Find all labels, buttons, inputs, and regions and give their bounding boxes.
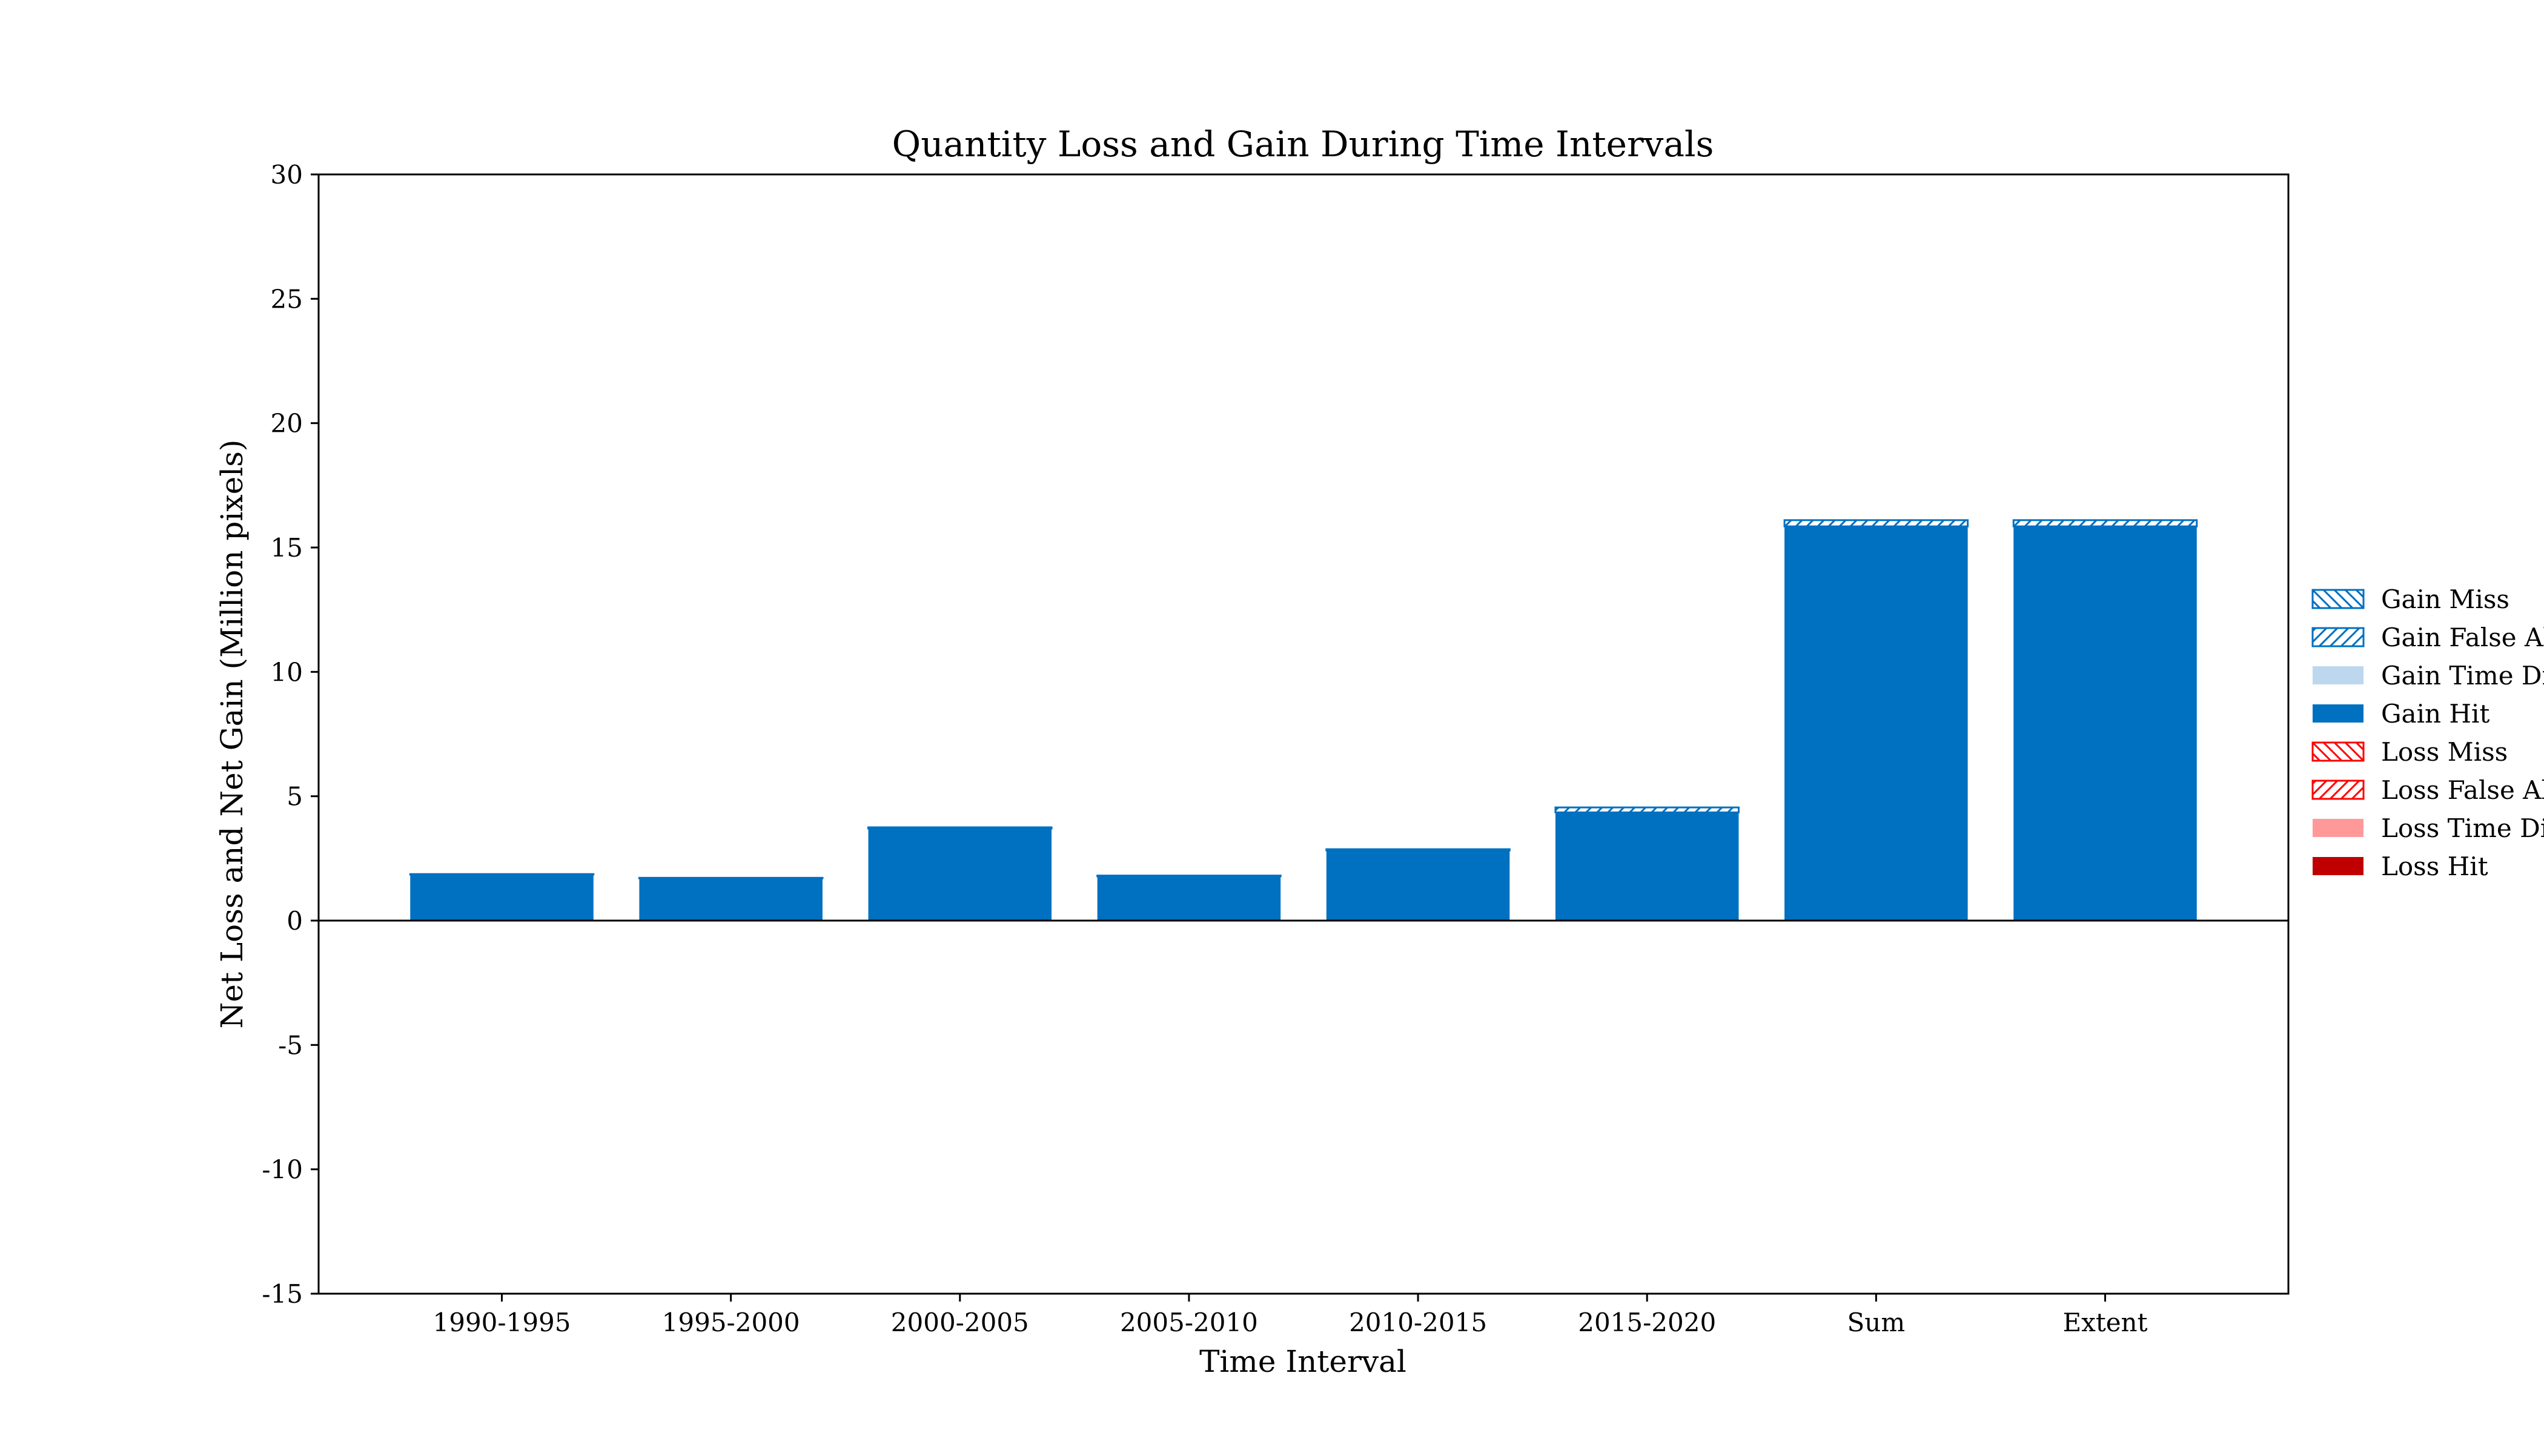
bar-gain-hit-sum: [1784, 526, 1968, 921]
x-tick-label-2000-2005: 2000-2005: [891, 1308, 1029, 1337]
bar-gain-hit-1995-2000: [639, 878, 823, 921]
legend-label-loss-time-difference: Loss Time Difference: [2381, 813, 2544, 843]
bar-gain-false-alarm-sum: [1783, 519, 1969, 528]
bar-gain-hit-2000-2005: [868, 829, 1052, 921]
bar-gain-false-alarm-extent: [2012, 519, 2198, 528]
x-tick-label-1990-1995: 1990-1995: [433, 1308, 571, 1337]
x-tick-label-2005-2010: 2005-2010: [1120, 1308, 1258, 1337]
y-tick-label-10: -10: [262, 1155, 303, 1185]
y-tick-label-0: 0: [287, 906, 303, 936]
bar-gain-false-alarm-1990-1995: [409, 873, 595, 876]
legend-label-gain-miss: Gain Miss: [2381, 584, 2509, 614]
legend-label-loss-false-alarm: Loss False Alarm: [2381, 775, 2544, 805]
legend-swatch-loss-time-difference: [2313, 819, 2363, 837]
y-axis-label: Net Loss and Net Gain (Million pixels): [214, 440, 250, 1029]
legend-label-gain-false-alarm: Gain False Alarm: [2381, 623, 2544, 652]
legend: Gain Miss Gain False Alarm Gain Time Diffe…: [2311, 584, 2544, 881]
y-tick-label-20: 20: [271, 409, 303, 438]
x-tick-label-1995-2000: 1995-2000: [662, 1308, 800, 1337]
bar-gain-hit-1990-1995: [410, 875, 594, 921]
x-tick-label-2015-2020: 2015-2020: [1578, 1308, 1716, 1337]
legend-swatch-gain-time-difference: [2313, 666, 2363, 684]
legend-swatch-gain-hit: [2313, 704, 2363, 723]
x-tick-label-sum: Sum: [1847, 1308, 1906, 1337]
legend-label-loss-hit: Loss Hit: [2381, 852, 2488, 881]
bar-gain-hit-2015-2020: [1555, 812, 1739, 921]
legend-swatch-gain-miss: [2311, 589, 2365, 609]
legend-swatch-loss-miss: [2311, 741, 2365, 762]
bar-gain-hit-2005-2010: [1097, 876, 1281, 921]
bar-gain-false-alarm-2015-2020: [1554, 806, 1740, 813]
axes-layer: -15 -10 -5 0 5 10 15 20 25 30 1990-1995 1995-2000 20…: [262, 160, 2290, 1337]
x-tick-label-extent: Extent: [2062, 1308, 2147, 1337]
y-tick-label-25: 25: [271, 284, 303, 314]
y-tick-label-5: -5: [278, 1030, 303, 1060]
x-axis-label: Time Interval: [1199, 1344, 1406, 1379]
bar-gain-hit-2010-2015: [1326, 850, 1510, 921]
chart-title: Quantity Loss and Gain During Time Inter…: [892, 124, 1714, 165]
y-tick-label-15: -15: [262, 1279, 303, 1309]
y-tick-label-10: 10: [271, 657, 303, 687]
x-tick-label-2010-2015: 2010-2015: [1349, 1308, 1487, 1337]
legend-label-loss-miss: Loss Miss: [2381, 737, 2508, 767]
legend-swatch-loss-false-alarm: [2311, 779, 2365, 800]
y-tick-label-5: 5: [287, 782, 303, 812]
plot-frame: [317, 173, 2290, 1295]
y-tick-label-15: 15: [271, 533, 303, 563]
legend-swatch-loss-hit: [2313, 857, 2363, 875]
bars-layer: [409, 519, 2198, 921]
legend-label-gain-hit: Gain Hit: [2381, 699, 2489, 729]
bar-gain-hit-extent: [2013, 526, 2197, 921]
bar-gain-false-alarm-2000-2005: [867, 826, 1053, 830]
y-tick-label-30: 30: [271, 160, 303, 190]
legend-label-gain-time-difference: Gain Time Difference: [2381, 661, 2544, 690]
legend-swatch-gain-false-alarm: [2311, 627, 2365, 647]
bar-gain-false-alarm-2010-2015: [1325, 848, 1511, 852]
